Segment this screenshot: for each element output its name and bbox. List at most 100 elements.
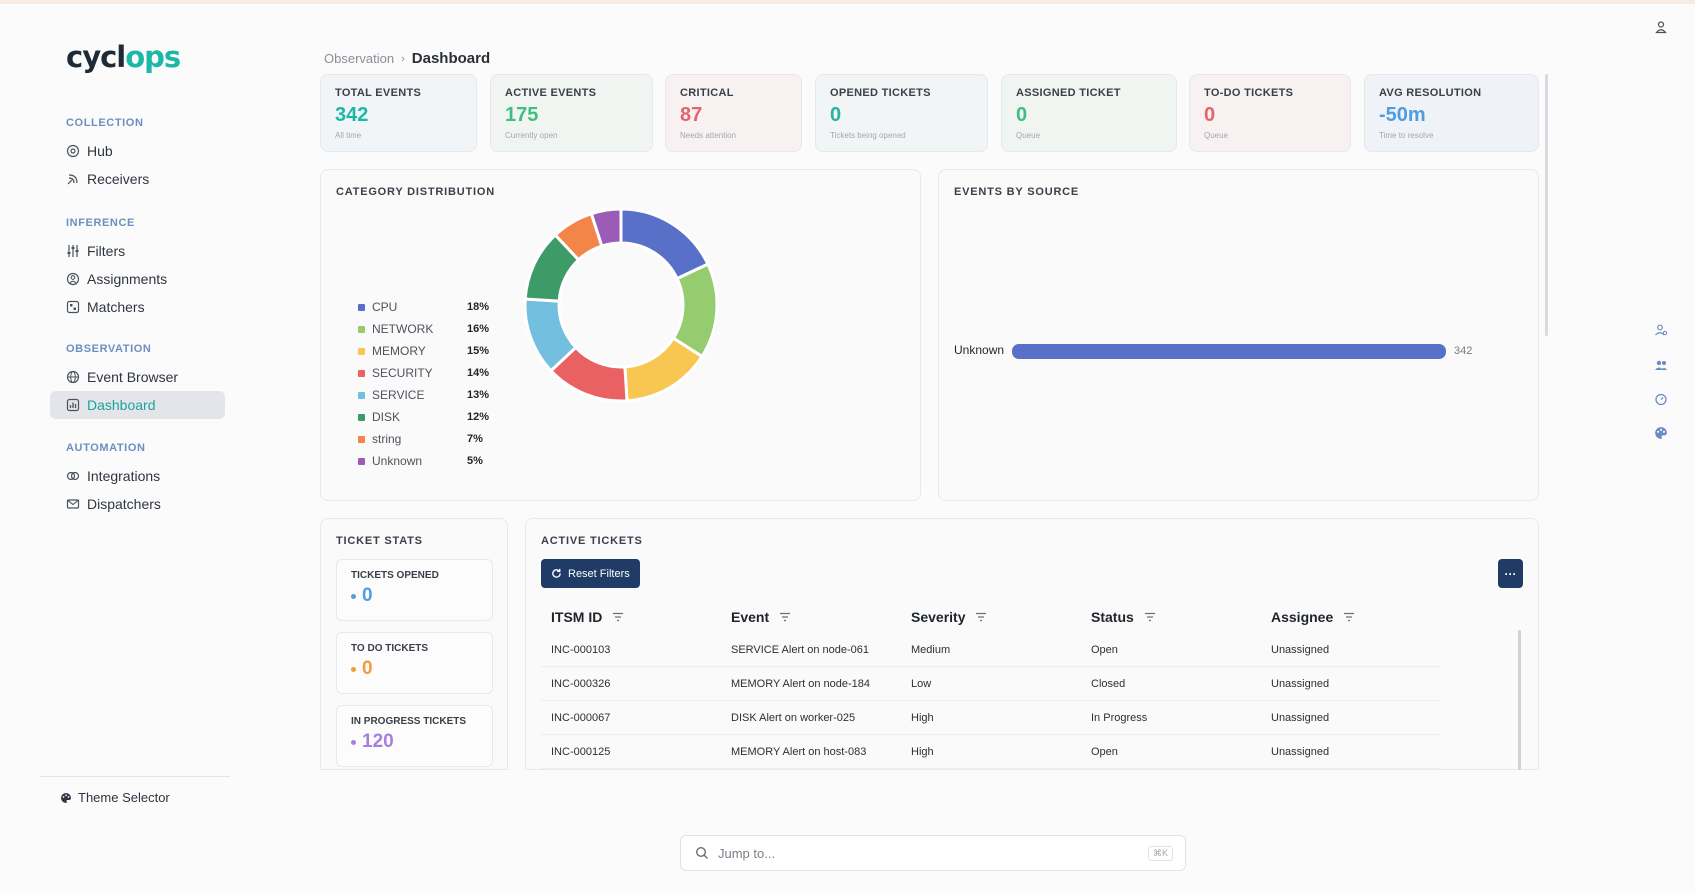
legend-value: 13% <box>467 389 490 401</box>
bar-unknown[interactable] <box>1012 344 1446 359</box>
user-settings-icon[interactable] <box>1654 323 1668 337</box>
legend-swatch <box>358 457 365 465</box>
stat-label: AVG RESOLUTION <box>1379 87 1482 99</box>
sidebar: cyclops COLLECTION Hub Receivers INFEREN… <box>0 4 240 893</box>
table-header: ITSM ID Event Severity Status Assignee <box>541 602 1441 632</box>
filter-icon[interactable] <box>1144 612 1156 622</box>
stat-card-avg-resolution: AVG RESOLUTION -50m Time to resolve <box>1364 74 1539 152</box>
table-row[interactable]: INC-000103 SERVICE Alert on node-061 Med… <box>541 633 1441 667</box>
column-header-assignee[interactable]: Assignee <box>1261 602 1441 632</box>
theme-selector-button[interactable]: Theme Selector <box>60 790 170 805</box>
sidebar-item-dispatchers[interactable]: Dispatchers <box>50 490 225 518</box>
sidebar-item-receivers[interactable]: Receivers <box>50 165 225 193</box>
table-row[interactable]: INC-000125 MEMORY Alert on host-083 High… <box>541 735 1441 769</box>
cell-status: In Progress <box>1091 711 1148 724</box>
ticket-stat-label: TICKETS OPENED <box>351 570 439 581</box>
filter-icon[interactable] <box>779 612 791 622</box>
stat-value: 87 <box>680 104 703 126</box>
palette-icon[interactable] <box>1654 426 1668 440</box>
donut-slice-cpu[interactable] <box>619 207 710 281</box>
column-header-status[interactable]: Status <box>1081 602 1261 632</box>
user-icon[interactable] <box>1654 20 1668 34</box>
ticket-stat-value: 0 <box>362 585 373 606</box>
jump-to-search[interactable]: Jump to... ⌘K <box>680 835 1186 871</box>
category-distribution-panel: CATEGORY DISTRIBUTION CPU 18% NETWORK 16… <box>320 169 921 501</box>
dispatchers-icon <box>66 497 80 511</box>
sidebar-item-event-browser[interactable]: Event Browser <box>50 363 225 391</box>
legend-value: 7% <box>467 433 483 445</box>
sidebar-item-label: Dashboard <box>87 397 156 413</box>
legend-value: 16% <box>467 323 490 335</box>
sidebar-item-integrations[interactable]: Integrations <box>50 462 225 490</box>
sidebar-divider <box>40 776 230 777</box>
legend-label: SERVICE <box>372 388 425 402</box>
cell-severity: High <box>911 745 934 758</box>
page-scrollbar[interactable] <box>1545 74 1548 336</box>
breadcrumb-parent[interactable]: Observation <box>324 51 395 66</box>
sidebar-item-assignments[interactable]: Assignments <box>50 265 225 293</box>
table-scrollbar[interactable] <box>1518 630 1521 770</box>
sidebar-item-filters[interactable]: Filters <box>50 237 225 265</box>
filter-icon[interactable] <box>612 612 624 622</box>
legend-item-security[interactable]: SECURITY 14% <box>358 362 498 384</box>
legend-item-network[interactable]: NETWORK 16% <box>358 318 498 340</box>
sidebar-item-dashboard[interactable]: Dashboard <box>50 391 225 419</box>
nav-section-inference: INFERENCE Filters Assignments Matchers <box>50 217 225 321</box>
table-row[interactable]: INC-000326 MEMORY Alert on node-184 Low … <box>541 667 1441 701</box>
reset-filters-button[interactable]: Reset Filters <box>541 559 640 588</box>
timer-icon[interactable] <box>1654 392 1668 406</box>
stat-card-opened-tickets: OPENED TICKETS 0 Tickets being opened <box>815 74 988 152</box>
legend-value: 12% <box>467 411 490 423</box>
status-dot <box>351 593 356 599</box>
legend-item-unknown[interactable]: Unknown 5% <box>358 450 498 472</box>
cell-event: MEMORY Alert on host-083 <box>731 745 867 758</box>
ticket-stat-opened: TICKETS OPENED 0 <box>336 559 493 621</box>
sidebar-item-label: Dispatchers <box>87 496 161 512</box>
users-icon[interactable] <box>1654 358 1668 372</box>
events-by-source-panel: EVENTS BY SOURCE Unknown 342 <box>938 169 1539 501</box>
column-header-event[interactable]: Event <box>721 602 901 632</box>
active-tickets-panel: ACTIVE TICKETS Reset Filters ··· ITSM ID… <box>525 518 1539 770</box>
legend-swatch <box>358 435 365 443</box>
filter-icon[interactable] <box>975 612 987 622</box>
more-options-button[interactable]: ··· <box>1498 559 1523 588</box>
sidebar-item-label: Hub <box>87 143 113 159</box>
ticket-stat-value: 0 <box>362 658 373 679</box>
donut-slice-unknown[interactable] <box>589 207 623 248</box>
stat-card-todo-tickets: TO-DO TICKETS 0 Queue <box>1189 74 1351 152</box>
stat-label: TO-DO TICKETS <box>1204 87 1294 99</box>
filter-icon[interactable] <box>1343 612 1355 622</box>
table-row[interactable]: INC-000067 DISK Alert on worker-025 High… <box>541 701 1441 735</box>
legend-item-disk[interactable]: DISK 12% <box>358 406 498 428</box>
breadcrumb: Observation › Dashboard <box>324 50 490 67</box>
legend-item-service[interactable]: SERVICE 13% <box>358 384 498 406</box>
legend-item-cpu[interactable]: CPU 18% <box>358 296 498 318</box>
legend-value: 14% <box>467 367 490 379</box>
legend-label: string <box>372 432 402 446</box>
legend-value: 5% <box>467 455 483 467</box>
legend-label: CPU <box>372 300 398 314</box>
hub-icon <box>66 144 80 158</box>
column-header-severity[interactable]: Severity <box>901 602 1081 632</box>
legend-label: SECURITY <box>372 366 433 380</box>
legend-item-string[interactable]: string 7% <box>358 428 498 450</box>
column-header-itsm-id[interactable]: ITSM ID <box>541 602 721 632</box>
stat-value: 0 <box>830 104 842 126</box>
nav-section-title: OBSERVATION <box>66 343 152 355</box>
sidebar-item-matchers[interactable]: Matchers <box>50 293 225 321</box>
donut-slice-memory[interactable] <box>623 336 705 403</box>
cell-assignee: Unassigned <box>1271 677 1330 690</box>
legend-value: 18% <box>467 301 490 313</box>
sidebar-item-hub[interactable]: Hub <box>50 137 225 165</box>
page-title: Dashboard <box>411 50 491 67</box>
legend-swatch <box>358 347 365 355</box>
stat-card-assigned-ticket: ASSIGNED TICKET 0 Queue <box>1001 74 1177 152</box>
nav-section-title: INFERENCE <box>66 217 135 229</box>
nav-section-collection: COLLECTION Hub Receivers <box>50 117 225 193</box>
cell-event: MEMORY Alert on node-184 <box>731 677 871 690</box>
app-logo[interactable]: cyclops <box>66 40 181 74</box>
status-dot <box>351 739 356 745</box>
table-body: INC-000103 SERVICE Alert on node-061 Med… <box>541 633 1441 769</box>
legend-item-memory[interactable]: MEMORY 15% <box>358 340 498 362</box>
stat-card-active-events: ACTIVE EVENTS 175 Currently open <box>490 74 653 152</box>
